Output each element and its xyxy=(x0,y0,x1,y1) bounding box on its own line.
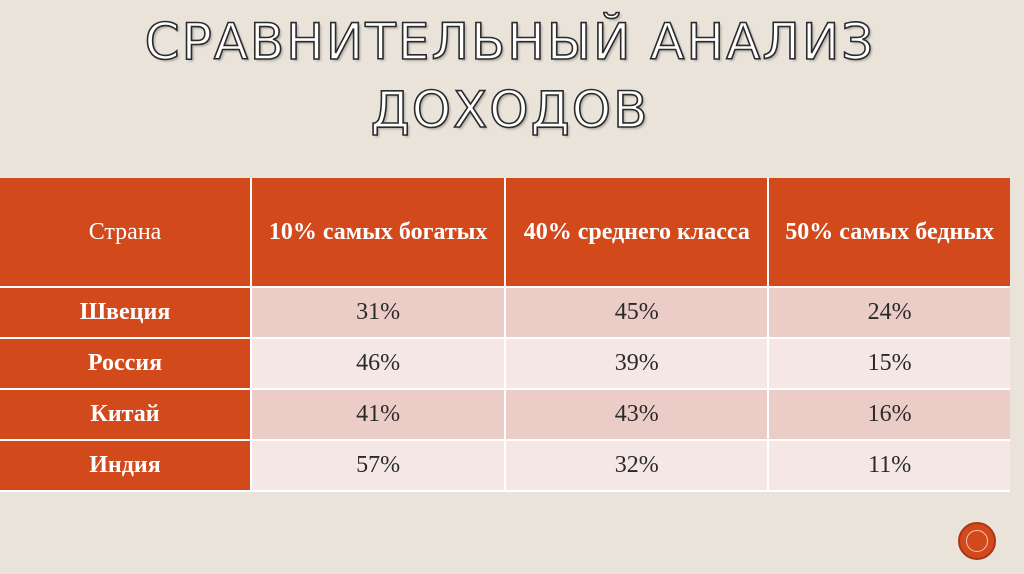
slide-title: СРАВНИТЕЛЬНЫЙ АНАЛИЗ ДОХОДОВ xyxy=(144,12,876,140)
table-row: Китай 41% 43% 16% xyxy=(0,390,1010,441)
header-middle-40: 40% среднего класса xyxy=(506,178,770,288)
cell-value: 11% xyxy=(769,441,1010,492)
row-country: Россия xyxy=(0,339,252,390)
header-country: Страна xyxy=(0,178,252,288)
table-row: Индия 57% 32% 11% xyxy=(0,441,1010,492)
cell-value: 32% xyxy=(506,441,770,492)
header-bottom-50: 50% самых бедных xyxy=(769,178,1010,288)
cell-value: 16% xyxy=(769,390,1010,441)
cell-value: 15% xyxy=(769,339,1010,390)
cell-value: 41% xyxy=(252,390,507,441)
table-header-row: Страна 10% самых богатых 40% среднего кл… xyxy=(0,178,1010,288)
cell-value: 45% xyxy=(506,288,770,339)
circle-nav-ring xyxy=(966,530,988,552)
table-row: Швеция 31% 45% 24% xyxy=(0,288,1010,339)
table-row: Россия 46% 39% 15% xyxy=(0,339,1010,390)
circle-nav-icon[interactable] xyxy=(958,522,996,560)
row-country: Швеция xyxy=(0,288,252,339)
cell-value: 24% xyxy=(769,288,1010,339)
header-top-10: 10% самых богатых xyxy=(252,178,507,288)
row-country: Индия xyxy=(0,441,252,492)
cell-value: 43% xyxy=(506,390,770,441)
cell-value: 57% xyxy=(252,441,507,492)
cell-value: 39% xyxy=(506,339,770,390)
cell-value: 46% xyxy=(252,339,507,390)
row-country: Китай xyxy=(0,390,252,441)
income-table: Страна 10% самых богатых 40% среднего кл… xyxy=(0,178,1010,492)
cell-value: 31% xyxy=(252,288,507,339)
